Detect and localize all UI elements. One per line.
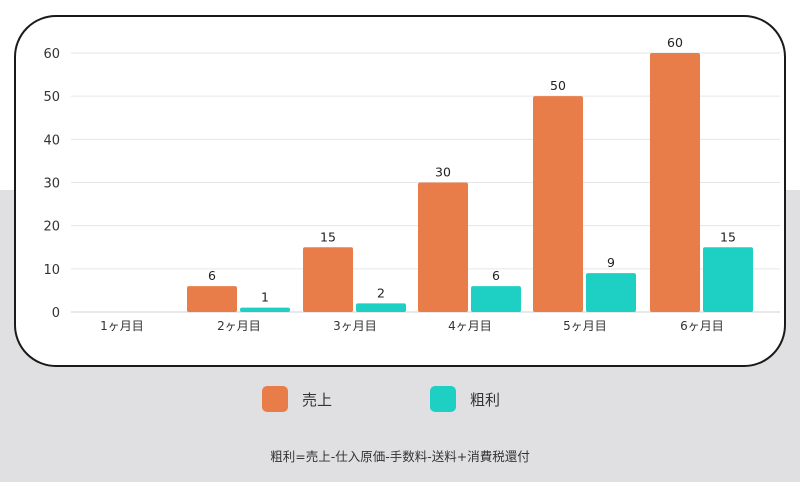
bar-sales [418,182,468,312]
bar-sales [303,247,353,312]
y-tick-label: 40 [43,133,60,148]
x-tick-label: 3ヶ月目 [333,319,377,333]
y-tick-label: 60 [43,47,60,62]
legend-label-gross-profit: 粗利 [470,390,501,409]
x-tick-label: 1ヶ月目 [100,319,144,333]
legend-label-sales: 売上 [302,390,333,409]
data-label: 9 [607,255,615,270]
data-label: 15 [320,229,336,244]
legend-item-sales[interactable]: 売上 [262,386,332,412]
data-label: 50 [550,78,566,93]
data-label: 2 [377,285,385,300]
bar-gross-profit [471,286,521,312]
bar-gross-profit [240,307,290,312]
data-label: 60 [667,35,683,50]
x-tick-label: 2ヶ月目 [217,319,261,333]
legend-item-gross-profit[interactable]: 粗利 [430,386,500,412]
x-tick-label: 5ヶ月目 [563,319,607,333]
data-label: 30 [435,165,451,180]
x-tick-label: 4ヶ月目 [448,319,492,333]
bar-sales [533,96,583,313]
formula-note: 粗利=売上-仕入原価-手数料-送料+消費税還付 [270,449,530,464]
data-label: 6 [492,268,500,283]
y-tick-label: 10 [43,263,60,278]
bar-gross-profit [356,303,406,312]
y-tick-label: 20 [43,220,60,235]
legend-swatch-gross-profit [430,386,456,412]
data-label: 1 [261,290,269,305]
x-tick-label: 6ヶ月目 [680,319,724,333]
data-label: 15 [720,229,736,244]
bar-sales [187,286,237,312]
legend-swatch-sales [262,386,288,412]
y-tick-label: 30 [43,177,60,192]
data-label: 6 [208,268,216,283]
y-tick-label: 50 [43,90,60,105]
bar-gross-profit [586,273,636,312]
y-tick-label: 0 [52,306,60,321]
bar-gross-profit [703,247,753,312]
bar-sales [650,53,700,312]
